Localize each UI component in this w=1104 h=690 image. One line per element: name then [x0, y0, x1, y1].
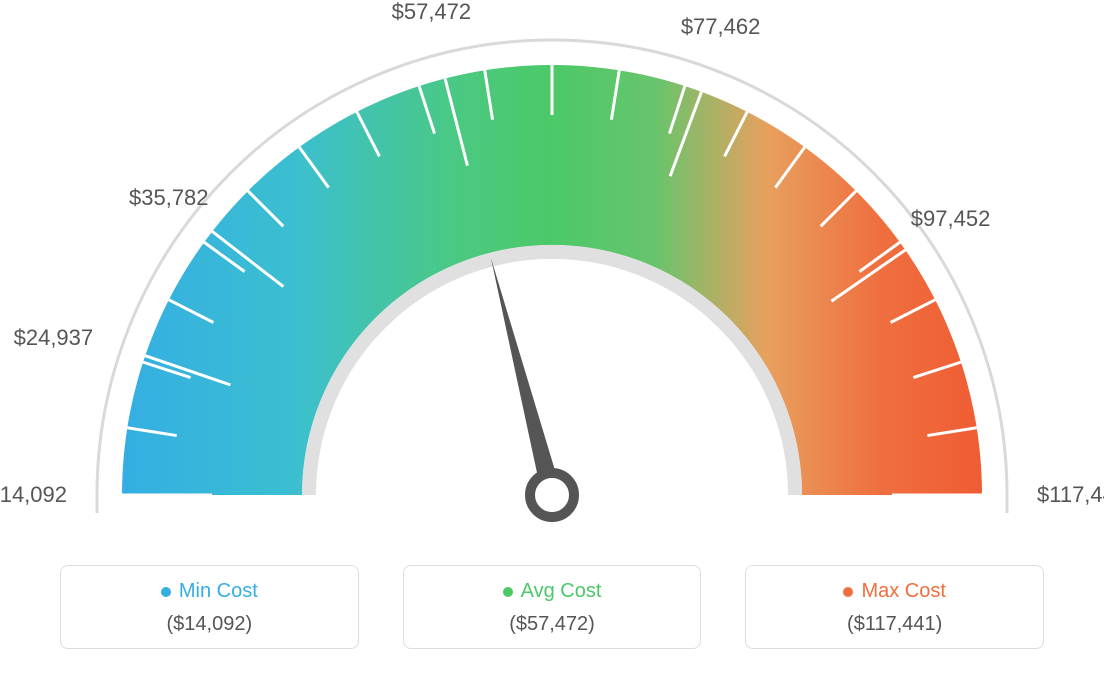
gauge-tick-label: $35,782 — [129, 185, 209, 211]
gauge-tick-label: $57,472 — [392, 0, 472, 25]
gauge-tick-label: $97,452 — [911, 206, 991, 232]
legend-title-max: Max Cost — [843, 580, 945, 603]
legend-title-max-text: Max Cost — [861, 580, 945, 603]
legend-card-avg: Avg Cost ($57,472) — [403, 565, 702, 649]
legend-value-max: ($117,441) — [756, 613, 1033, 636]
legend-card-max: Max Cost ($117,441) — [745, 565, 1044, 649]
legend-title-avg: Avg Cost — [503, 580, 602, 603]
legend-title-min-text: Min Cost — [179, 580, 258, 603]
gauge-tick-label: $77,462 — [681, 14, 761, 40]
legend-value-min: ($14,092) — [71, 613, 348, 636]
gauge-chart: $14,092 $24,937 $35,782 $57,472 $77,462 $97,4… — [0, 0, 1104, 560]
legend-row: Min Cost ($14,092) Avg Cost ($57,472) Ma… — [0, 565, 1104, 649]
gauge-svg — [0, 0, 1104, 560]
legend-dot-min — [161, 587, 171, 597]
gauge-tick-label: $24,937 — [14, 325, 94, 351]
gauge-tick-label: $117,441 — [1037, 482, 1104, 508]
legend-title-avg-text: Avg Cost — [521, 580, 602, 603]
gauge-tick-label: $14,092 — [0, 482, 67, 508]
legend-dot-max — [843, 587, 853, 597]
legend-title-min: Min Cost — [161, 580, 258, 603]
legend-card-min: Min Cost ($14,092) — [60, 565, 359, 649]
legend-dot-avg — [503, 587, 513, 597]
legend-value-avg: ($57,472) — [414, 613, 691, 636]
